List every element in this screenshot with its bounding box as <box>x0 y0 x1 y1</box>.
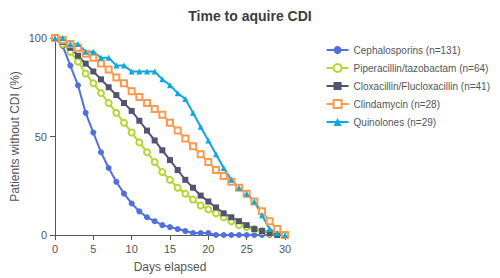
svg-text:30: 30 <box>279 243 291 255</box>
svg-text:Quinolones (n=29): Quinolones (n=29) <box>354 117 437 128</box>
svg-text:Cloxacillin/Flucloxacillin (n=: Cloxacillin/Flucloxacillin (n=41) <box>354 81 490 92</box>
svg-text:Days elapsed: Days elapsed <box>134 260 207 274</box>
svg-text:100: 100 <box>29 32 47 44</box>
svg-text:Piperacillin/tazobactam (n=64): Piperacillin/tazobactam (n=64) <box>354 63 489 74</box>
svg-text:20: 20 <box>202 243 214 255</box>
svg-text:5: 5 <box>90 243 96 255</box>
svg-text:25: 25 <box>241 243 253 255</box>
svg-text:Patients without CDI (%): Patients without CDI (%) <box>8 71 22 202</box>
svg-text:Cephalosporins (n=131): Cephalosporins (n=131) <box>354 45 461 56</box>
svg-text:Time to aquire CDI: Time to aquire CDI <box>188 8 311 24</box>
svg-text:Clindamycin (n=28): Clindamycin (n=28) <box>354 99 440 110</box>
svg-text:0: 0 <box>52 243 58 255</box>
svg-text:50: 50 <box>35 131 47 143</box>
svg-text:0: 0 <box>41 229 47 241</box>
svg-text:15: 15 <box>164 243 176 255</box>
svg-text:10: 10 <box>126 243 138 255</box>
